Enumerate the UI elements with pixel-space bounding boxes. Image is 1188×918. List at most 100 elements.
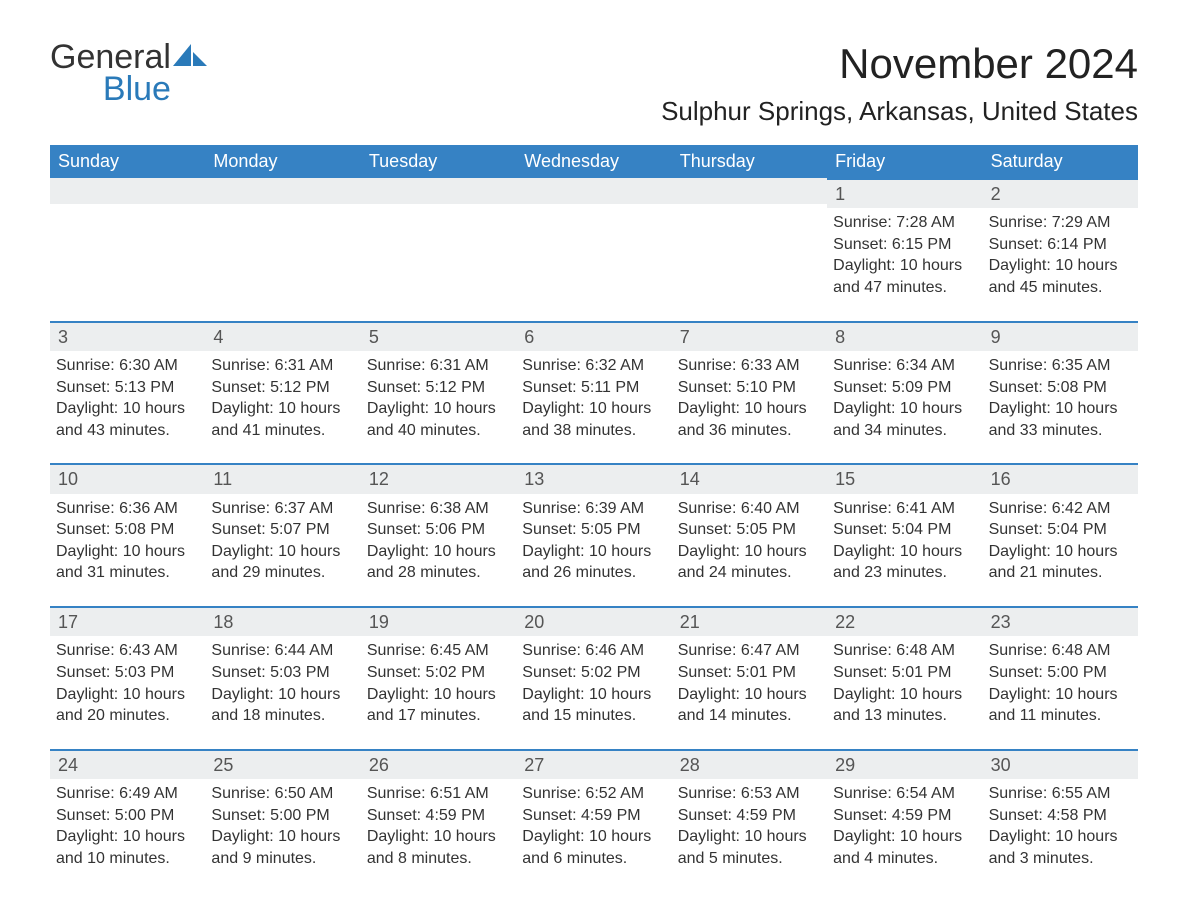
sunset-line: Sunset: 4:59 PM	[522, 805, 665, 827]
day-cell: 25Sunrise: 6:50 AMSunset: 5:00 PMDayligh…	[205, 749, 360, 892]
daylight-line: Daylight: 10 hours and 17 minutes.	[367, 684, 510, 727]
day-cell: 11Sunrise: 6:37 AMSunset: 5:07 PMDayligh…	[205, 463, 360, 606]
daylight-line: Daylight: 10 hours and 40 minutes.	[367, 398, 510, 441]
sunset-line: Sunset: 5:09 PM	[833, 377, 976, 399]
daylight-line: Daylight: 10 hours and 33 minutes.	[989, 398, 1132, 441]
sunrise-line: Sunrise: 6:43 AM	[56, 640, 199, 662]
day-cell: 2Sunrise: 7:29 AMSunset: 6:14 PMDaylight…	[983, 178, 1138, 321]
daylight-line: Daylight: 10 hours and 8 minutes.	[367, 826, 510, 869]
day-cell: 29Sunrise: 6:54 AMSunset: 4:59 PMDayligh…	[827, 749, 982, 892]
day-cell: 15Sunrise: 6:41 AMSunset: 5:04 PMDayligh…	[827, 463, 982, 606]
sunrise-line: Sunrise: 6:44 AM	[211, 640, 354, 662]
month-title: November 2024	[661, 40, 1138, 88]
daylight-line: Daylight: 10 hours and 24 minutes.	[678, 541, 821, 584]
day-cell: 17Sunrise: 6:43 AMSunset: 5:03 PMDayligh…	[50, 606, 205, 749]
day-cell: 10Sunrise: 6:36 AMSunset: 5:08 PMDayligh…	[50, 463, 205, 606]
daylight-line: Daylight: 10 hours and 4 minutes.	[833, 826, 976, 869]
sunset-line: Sunset: 6:15 PM	[833, 234, 976, 256]
day-cell: 3Sunrise: 6:30 AMSunset: 5:13 PMDaylight…	[50, 321, 205, 464]
sunset-line: Sunset: 5:06 PM	[367, 519, 510, 541]
day-number: 27	[516, 749, 671, 779]
day-cell: 28Sunrise: 6:53 AMSunset: 4:59 PMDayligh…	[672, 749, 827, 892]
sunrise-line: Sunrise: 6:55 AM	[989, 783, 1132, 805]
sunset-line: Sunset: 5:13 PM	[56, 377, 199, 399]
day-cell: 14Sunrise: 6:40 AMSunset: 5:05 PMDayligh…	[672, 463, 827, 606]
day-number: 10	[50, 463, 205, 493]
day-number: 19	[361, 606, 516, 636]
daylight-line: Daylight: 10 hours and 6 minutes.	[522, 826, 665, 869]
sunset-line: Sunset: 5:07 PM	[211, 519, 354, 541]
day-number: 11	[205, 463, 360, 493]
daylight-line: Daylight: 10 hours and 38 minutes.	[522, 398, 665, 441]
day-number: 6	[516, 321, 671, 351]
sunrise-line: Sunrise: 6:48 AM	[833, 640, 976, 662]
sunrise-line: Sunrise: 6:37 AM	[211, 498, 354, 520]
sunrise-line: Sunrise: 6:31 AM	[211, 355, 354, 377]
daylight-line: Daylight: 10 hours and 15 minutes.	[522, 684, 665, 727]
logo-sail-icon	[173, 44, 207, 72]
daylight-line: Daylight: 10 hours and 45 minutes.	[989, 255, 1132, 298]
sunrise-line: Sunrise: 6:49 AM	[56, 783, 199, 805]
sunrise-line: Sunrise: 6:51 AM	[367, 783, 510, 805]
day-empty	[361, 178, 516, 204]
day-empty	[516, 178, 671, 204]
daylight-line: Daylight: 10 hours and 14 minutes.	[678, 684, 821, 727]
day-number: 28	[672, 749, 827, 779]
dow-cell: Wednesday	[516, 145, 671, 178]
sunset-line: Sunset: 5:00 PM	[56, 805, 199, 827]
day-number: 24	[50, 749, 205, 779]
sunset-line: Sunset: 5:02 PM	[367, 662, 510, 684]
calendar-grid: SundayMondayTuesdayWednesdayThursdayFrid…	[50, 145, 1138, 891]
day-cell: 30Sunrise: 6:55 AMSunset: 4:58 PMDayligh…	[983, 749, 1138, 892]
sunrise-line: Sunrise: 6:39 AM	[522, 498, 665, 520]
day-cell: 4Sunrise: 6:31 AMSunset: 5:12 PMDaylight…	[205, 321, 360, 464]
sunset-line: Sunset: 5:00 PM	[211, 805, 354, 827]
days-of-week-header: SundayMondayTuesdayWednesdayThursdayFrid…	[50, 145, 1138, 178]
day-number: 4	[205, 321, 360, 351]
dow-cell: Saturday	[983, 145, 1138, 178]
sunset-line: Sunset: 5:04 PM	[989, 519, 1132, 541]
sunset-line: Sunset: 5:02 PM	[522, 662, 665, 684]
sunrise-line: Sunrise: 6:40 AM	[678, 498, 821, 520]
sunset-line: Sunset: 5:01 PM	[833, 662, 976, 684]
day-cell: 9Sunrise: 6:35 AMSunset: 5:08 PMDaylight…	[983, 321, 1138, 464]
title-block: November 2024 Sulphur Springs, Arkansas,…	[661, 40, 1138, 127]
sunrise-line: Sunrise: 6:46 AM	[522, 640, 665, 662]
day-cell: 19Sunrise: 6:45 AMSunset: 5:02 PMDayligh…	[361, 606, 516, 749]
logo-text-block: General Blue	[50, 40, 171, 109]
day-cell: 23Sunrise: 6:48 AMSunset: 5:00 PMDayligh…	[983, 606, 1138, 749]
daylight-line: Daylight: 10 hours and 26 minutes.	[522, 541, 665, 584]
sunrise-line: Sunrise: 6:33 AM	[678, 355, 821, 377]
sunset-line: Sunset: 5:00 PM	[989, 662, 1132, 684]
day-number: 20	[516, 606, 671, 636]
sunrise-line: Sunrise: 6:47 AM	[678, 640, 821, 662]
sunset-line: Sunset: 4:59 PM	[678, 805, 821, 827]
day-number: 26	[361, 749, 516, 779]
daylight-line: Daylight: 10 hours and 21 minutes.	[989, 541, 1132, 584]
sunset-line: Sunset: 5:12 PM	[211, 377, 354, 399]
day-cell: 7Sunrise: 6:33 AMSunset: 5:10 PMDaylight…	[672, 321, 827, 464]
dow-cell: Tuesday	[361, 145, 516, 178]
dow-cell: Thursday	[672, 145, 827, 178]
sunrise-line: Sunrise: 6:53 AM	[678, 783, 821, 805]
sunset-line: Sunset: 5:05 PM	[678, 519, 821, 541]
day-cell	[516, 178, 671, 321]
weeks-holder: 1Sunrise: 7:28 AMSunset: 6:15 PMDaylight…	[50, 178, 1138, 891]
daylight-line: Daylight: 10 hours and 31 minutes.	[56, 541, 199, 584]
sunrise-line: Sunrise: 6:32 AM	[522, 355, 665, 377]
sunset-line: Sunset: 5:03 PM	[56, 662, 199, 684]
day-number: 25	[205, 749, 360, 779]
day-cell: 13Sunrise: 6:39 AMSunset: 5:05 PMDayligh…	[516, 463, 671, 606]
day-cell: 1Sunrise: 7:28 AMSunset: 6:15 PMDaylight…	[827, 178, 982, 321]
sunset-line: Sunset: 5:04 PM	[833, 519, 976, 541]
daylight-line: Daylight: 10 hours and 34 minutes.	[833, 398, 976, 441]
day-number: 22	[827, 606, 982, 636]
day-empty	[672, 178, 827, 204]
day-empty	[205, 178, 360, 204]
sunrise-line: Sunrise: 6:31 AM	[367, 355, 510, 377]
sunset-line: Sunset: 5:08 PM	[56, 519, 199, 541]
sunset-line: Sunset: 5:11 PM	[522, 377, 665, 399]
sunset-line: Sunset: 5:01 PM	[678, 662, 821, 684]
day-number: 30	[983, 749, 1138, 779]
day-number: 15	[827, 463, 982, 493]
